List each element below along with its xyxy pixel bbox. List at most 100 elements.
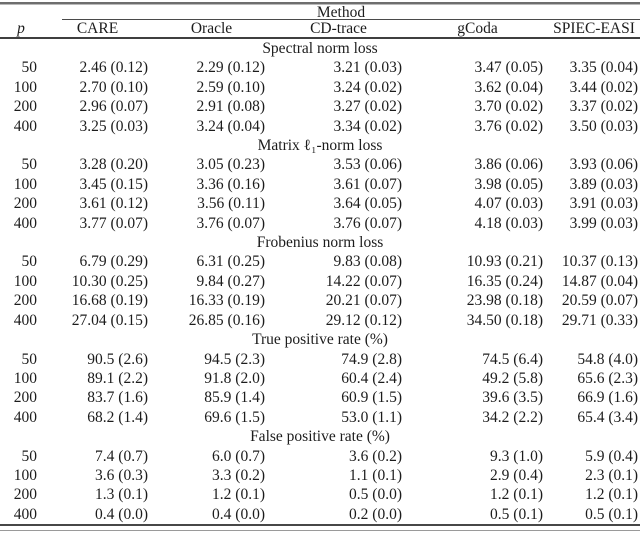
section-row: True positive rate (%) [0,330,640,349]
value-cell: 3.62 (0.04) [474,78,543,96]
section-title: False positive rate (%) [250,428,390,446]
p-value-cell: 200 [13,486,37,504]
col-header-gcoda: gCoda [407,20,548,39]
p-value-cell: 400 [13,408,37,426]
value-cell: 0.5 (0.0) [349,486,402,504]
value-cell: 26.85 (0.16) [188,311,265,329]
p-value-cell: 400 [13,505,37,523]
section-row: False positive rate (%) [0,427,640,446]
value-cell: 3.64 (0.05) [333,195,402,213]
p-value-cell: 50 [21,447,38,465]
value-cell: 4.07 (0.03) [474,195,543,213]
value-cell: 14.87 (0.04) [561,272,639,290]
value-cell: 29.12 (0.12) [325,311,402,329]
col-header-spiec-easi: SPIEC-EASI [548,20,640,39]
value-cell: 68.2 (1.4) [87,408,148,426]
section-row: Frobenius norm loss [0,233,640,252]
value-cell: 3.35 (0.04) [569,59,639,77]
section-title: Frobenius norm loss [256,234,384,252]
value-cell: 16.68 (0.19) [71,292,148,310]
section-title: True positive rate (%) [252,331,388,349]
value-cell: 65.4 (3.4) [577,408,639,426]
value-cell: 3.05 (0.23) [196,156,265,174]
value-cell: 3.98 (0.05) [474,175,543,193]
p-value-cell: 100 [13,466,37,484]
value-cell: 54.8 (4.0) [577,350,639,368]
value-cell: 3.34 (0.02) [333,117,402,135]
method-header-label: Method [316,4,366,21]
value-cell: 3.61 (0.12) [79,195,148,213]
value-cell: 7.4 (0.7) [95,447,148,465]
value-cell: 10.30 (0.25) [71,272,148,290]
value-cell: 2.9 (0.4) [490,466,543,484]
value-cell: 2.59 (0.10) [196,78,265,96]
value-cell: 83.7 (1.6) [87,389,148,407]
value-cell: 3.36 (0.16) [196,175,265,193]
table-top-rule [0,2,640,5]
section-title: Matrix ℓ₁-norm loss [257,137,383,155]
value-cell: 3.27 (0.02) [333,98,402,116]
data-row: 100 10.30 (0.25) 9.84 (0.27) 14.22 (0.07) 16… [0,272,640,291]
value-cell: 3.47 (0.05) [474,59,543,77]
value-cell: 2.96 (0.07) [79,98,148,116]
table-bottom-rule [0,524,640,532]
value-cell: 2.3 (0.1) [585,466,639,484]
data-row: 50 3.28 (0.20) 3.05 (0.23) 3.53 (0.06) 3.86 … [0,155,640,174]
value-cell: 1.3 (0.1) [95,486,148,504]
data-row: 400 0.4 (0.0) 0.4 (0.0) 0.2 (0.0) 0.5 (0.1) 0… [0,505,640,524]
value-cell: 10.93 (0.21) [466,253,543,271]
data-row: 400 27.04 (0.15) 26.85 (0.16) 29.12 (0.12) 3… [0,311,640,330]
value-cell: 60.4 (2.4) [341,369,402,387]
value-cell: 3.61 (0.07) [333,175,402,193]
method-underline-rule [62,19,640,20]
p-value-cell: 400 [13,117,37,135]
value-cell: 3.91 (0.03) [569,195,639,213]
value-cell: 60.9 (1.5) [341,389,402,407]
value-cell: 74.9 (2.8) [341,350,402,368]
p-value-cell: 100 [13,78,37,96]
value-cell: 9.84 (0.27) [196,272,265,290]
value-cell: 0.4 (0.0) [212,505,265,523]
value-cell: 0.5 (0.1) [585,505,639,523]
method-header-cell: Method [42,5,640,20]
section-row: Spectral norm loss [0,38,640,58]
value-cell: 9.83 (0.08) [333,253,402,271]
value-cell: 3.50 (0.03) [569,117,639,135]
value-cell: 0.2 (0.0) [349,505,402,523]
value-cell: 29.71 (0.33) [561,311,639,329]
value-cell: 2.29 (0.12) [196,59,265,77]
value-cell: 3.76 (0.07) [196,214,265,232]
data-row: 50 2.46 (0.12) 2.29 (0.12) 3.21 (0.03) 3.47 … [0,58,640,77]
value-cell: 90.5 (2.6) [87,350,148,368]
value-cell: 3.21 (0.03) [333,59,402,77]
value-cell: 27.04 (0.15) [71,311,148,329]
data-row: 400 3.25 (0.03) 3.24 (0.04) 3.34 (0.02) 3.76… [0,117,640,136]
col-header-p: p [0,20,42,39]
value-cell: 53.0 (1.1) [341,408,402,426]
value-cell: 34.50 (0.18) [466,311,543,329]
data-row: 50 90.5 (2.6) 94.5 (2.3) 74.9 (2.8) 74.5 (6.… [0,350,640,369]
value-cell: 14.22 (0.07) [325,272,402,290]
value-cell: 89.1 (2.2) [87,369,148,387]
col-header-care: CARE [42,20,153,39]
value-cell: 4.18 (0.03) [474,214,543,232]
value-cell: 49.2 (5.8) [482,369,543,387]
p-value-cell: 200 [13,195,37,213]
data-row: 50 7.4 (0.7) 6.0 (0.7) 3.6 (0.2) 9.3 (1.0) 5.… [0,447,640,466]
value-cell: 3.93 (0.06) [569,156,639,174]
p-value-cell: 50 [21,253,38,271]
data-row: 50 6.79 (0.29) 6.31 (0.25) 9.83 (0.08) 10.93… [0,252,640,271]
p-value-cell: 100 [13,369,37,387]
value-cell: 20.59 (0.07) [561,292,639,310]
value-cell: 1.2 (0.1) [212,486,265,504]
value-cell: 91.8 (2.0) [204,369,265,387]
data-row: 100 3.45 (0.15) 3.36 (0.16) 3.61 (0.07) 3.98… [0,175,640,194]
value-cell: 2.46 (0.12) [79,59,148,77]
value-cell: 0.5 (0.1) [490,505,543,523]
value-cell: 3.6 (0.2) [349,447,402,465]
section-row: Matrix ℓ₁-norm loss [0,136,640,155]
p-value-cell: 200 [13,389,37,407]
value-cell: 2.70 (0.10) [79,78,148,96]
value-cell: 3.24 (0.04) [196,117,265,135]
